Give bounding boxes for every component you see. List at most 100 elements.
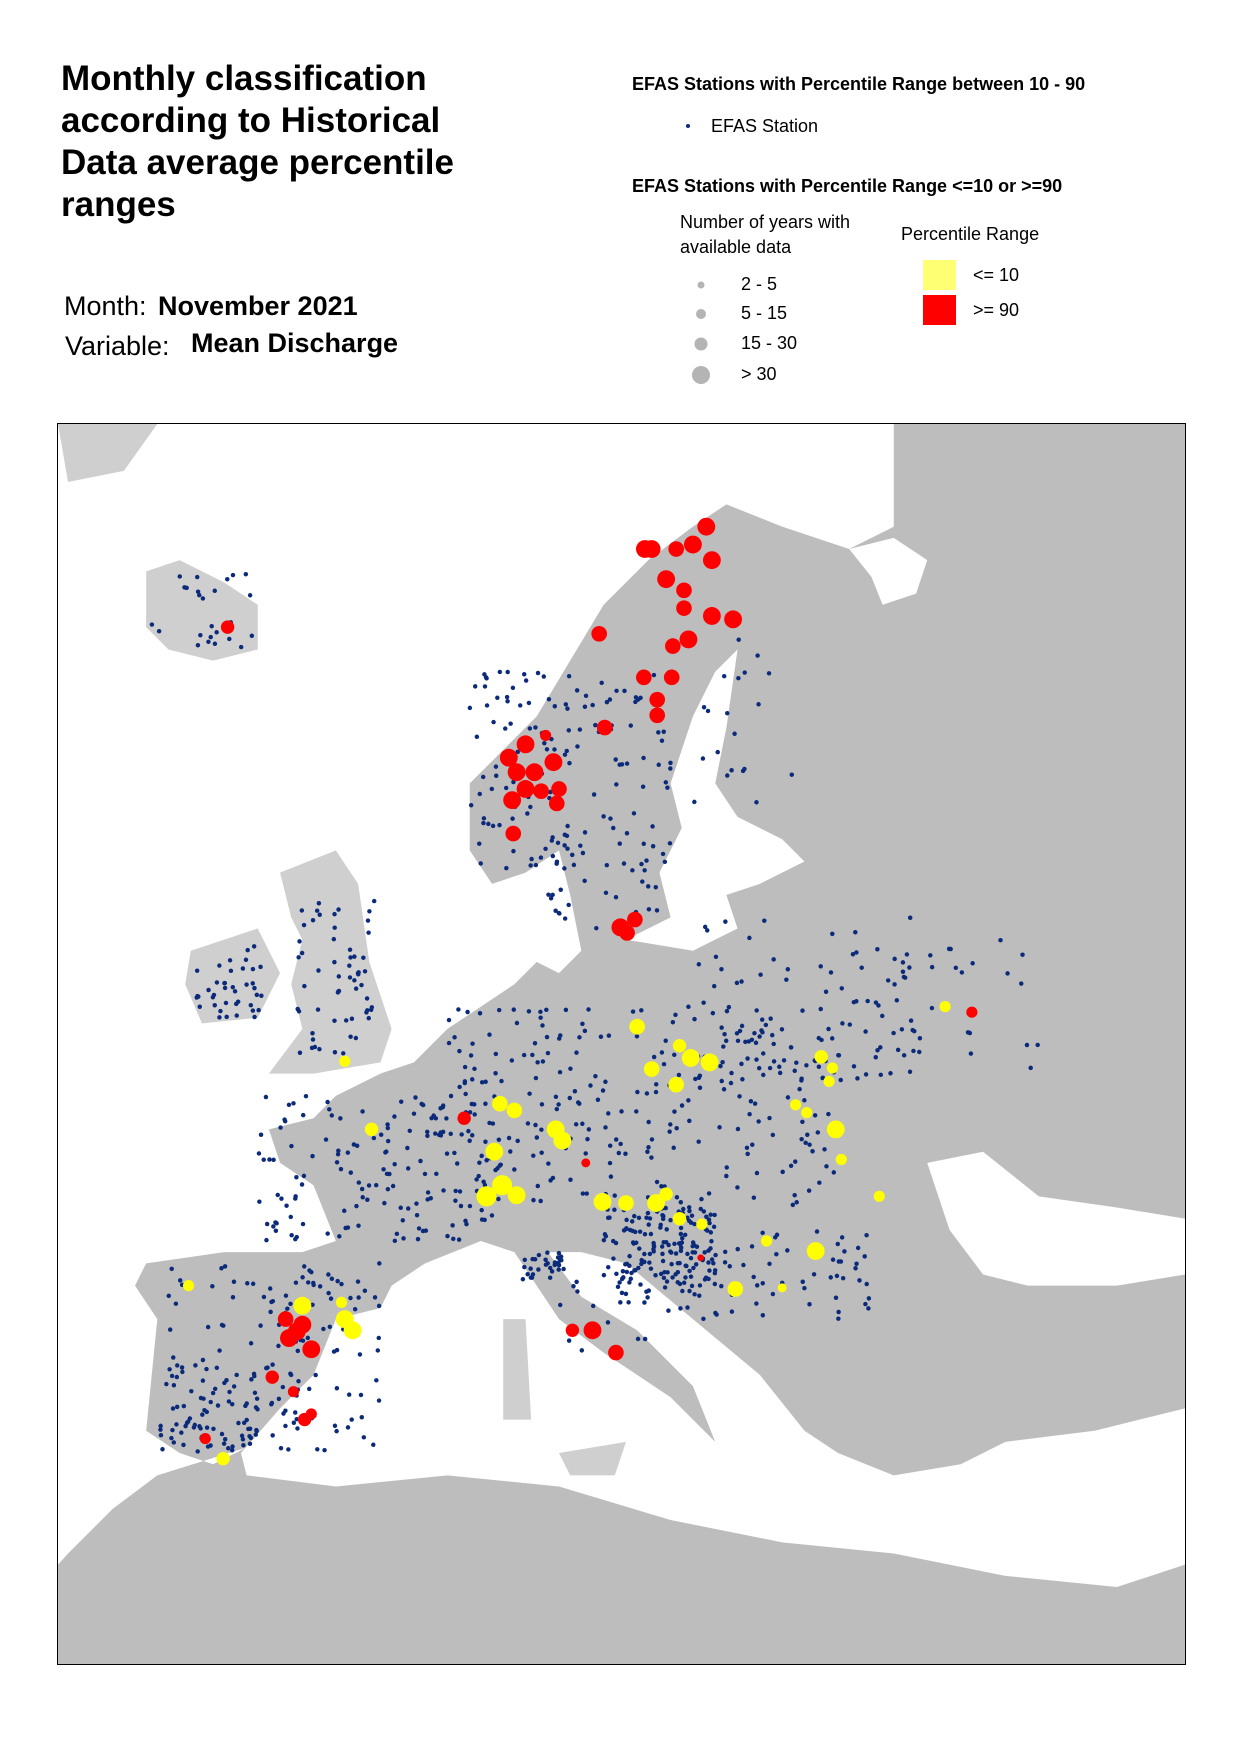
station-dot — [794, 1200, 799, 1205]
station-dot — [468, 802, 474, 808]
station-dot — [211, 992, 217, 998]
station-dot — [1024, 1042, 1030, 1048]
station-dot — [288, 1371, 293, 1376]
station-dot — [646, 1145, 651, 1150]
station-dot — [686, 1205, 692, 1210]
station-dot — [690, 1250, 695, 1255]
station-dot — [734, 980, 740, 986]
station-dot — [863, 1301, 868, 1307]
station-dot — [838, 1077, 843, 1083]
station-dot — [754, 1283, 760, 1288]
station-dot — [559, 1257, 564, 1263]
station-dot — [222, 1437, 228, 1442]
station-dot — [756, 702, 761, 707]
station-dot — [314, 908, 320, 913]
station-dot — [481, 816, 487, 821]
station-dot — [558, 1033, 563, 1038]
station-dot — [352, 978, 357, 983]
station-dot — [568, 1177, 573, 1182]
low-station — [806, 1242, 825, 1260]
high-station — [668, 541, 684, 557]
station-dot — [770, 1032, 775, 1038]
station-dot — [230, 1295, 236, 1300]
station-dot — [479, 1207, 484, 1213]
station-dot — [570, 852, 575, 858]
station-dot — [472, 684, 478, 689]
station-dot — [736, 675, 741, 681]
station-dot — [708, 1230, 714, 1235]
station-dot — [259, 993, 264, 998]
station-dot — [244, 982, 249, 987]
station-dot — [252, 985, 257, 991]
station-dot — [674, 1195, 680, 1200]
high-station — [302, 1340, 321, 1359]
station-dot — [227, 958, 233, 963]
station-dot — [365, 1008, 370, 1013]
station-dot — [565, 823, 570, 829]
station-dot — [627, 1280, 632, 1285]
station-dot — [254, 992, 260, 998]
station-dot — [414, 1212, 420, 1218]
station-dot — [650, 824, 655, 829]
station-dot — [376, 1303, 382, 1309]
station-dot — [658, 1225, 663, 1230]
station-dot — [332, 911, 337, 917]
high-station — [596, 719, 613, 736]
station-dot — [531, 1197, 536, 1203]
station-dot — [656, 762, 661, 768]
station-dot — [256, 1151, 262, 1156]
station-dot — [215, 1403, 221, 1408]
station-dot — [697, 1283, 703, 1288]
station-dot — [891, 1030, 896, 1036]
station-dot — [243, 1403, 248, 1409]
station-dot — [863, 1072, 869, 1077]
station-dot — [316, 901, 322, 906]
station-dot — [244, 1417, 249, 1423]
station-dot — [562, 752, 568, 757]
station-dot — [663, 780, 669, 785]
station-dot — [552, 1262, 557, 1268]
low-station — [823, 1075, 835, 1087]
station-dot — [946, 946, 952, 952]
station-dot — [628, 1276, 634, 1282]
station-dot — [374, 1378, 379, 1383]
station-dot — [467, 1203, 473, 1209]
station-dot — [210, 1284, 215, 1289]
station-dot — [329, 1276, 335, 1282]
station-dot — [200, 596, 206, 601]
station-dot — [654, 1179, 660, 1185]
station-dot — [565, 846, 570, 851]
station-dot — [444, 1116, 449, 1121]
station-dot — [701, 705, 707, 710]
station-dot — [754, 1057, 759, 1062]
station-dot — [198, 632, 203, 638]
station-dot — [479, 1217, 485, 1222]
station-dot — [748, 1099, 754, 1104]
station-dot — [303, 1093, 309, 1099]
station-dot — [225, 1446, 231, 1451]
station-dot — [633, 1240, 639, 1245]
station-dot — [552, 747, 557, 752]
station-dot — [736, 637, 741, 642]
station-dot — [377, 1261, 382, 1266]
station-dot — [254, 1396, 260, 1401]
station-dot — [487, 1032, 492, 1037]
station-dot — [639, 1008, 644, 1013]
station-dot — [702, 924, 708, 930]
station-dot — [474, 734, 480, 740]
station-dot — [642, 1259, 647, 1265]
low-station — [681, 1049, 700, 1067]
station-dot — [562, 866, 567, 871]
station-dot — [847, 1022, 853, 1027]
station-dot — [321, 1326, 326, 1332]
station-dot — [681, 1280, 687, 1286]
station-dot — [574, 688, 580, 693]
station-dot — [662, 859, 668, 865]
station-dot — [574, 1279, 579, 1285]
legend-label: EFAS Station — [711, 116, 819, 136]
station-dot — [644, 1215, 649, 1220]
station-dot — [493, 773, 499, 778]
station-dot — [671, 1145, 676, 1151]
high-station — [724, 610, 743, 629]
station-dot — [672, 1241, 677, 1247]
